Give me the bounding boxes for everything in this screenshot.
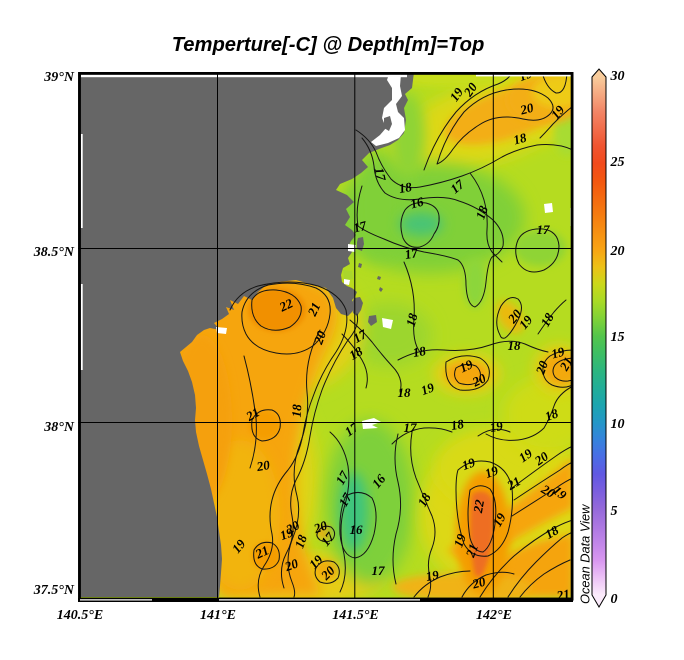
svg-text:15: 15 [611,330,625,345]
svg-text:39°N: 39°N [43,70,75,85]
svg-text:10: 10 [611,417,625,432]
svg-text:19: 19 [550,344,567,362]
svg-text:20: 20 [532,358,551,377]
svg-text:20: 20 [255,457,272,474]
svg-text:20: 20 [470,574,488,592]
svg-text:17: 17 [372,563,386,578]
svg-text:141°E: 141°E [200,608,236,623]
svg-text:18: 18 [508,338,522,353]
svg-text:19: 19 [278,524,296,543]
svg-text:19: 19 [419,379,437,398]
svg-text:0: 0 [611,592,618,607]
svg-text:21: 21 [252,542,271,562]
svg-text:19: 19 [451,531,470,549]
svg-text:18: 18 [412,343,428,360]
svg-text:19: 19 [483,462,501,481]
svg-text:38.5°N: 38.5°N [33,245,75,260]
svg-text:17: 17 [352,218,369,236]
svg-text:16: 16 [350,522,364,537]
svg-text:21: 21 [304,300,324,319]
svg-text:141.5°E: 141.5°E [332,608,378,623]
svg-text:18: 18 [450,416,466,433]
svg-text:Ocean Data View: Ocean Data View [578,504,593,604]
svg-text:21: 21 [462,542,481,560]
svg-text:18: 18 [543,405,561,424]
svg-text:21: 21 [243,404,263,424]
svg-text:18: 18 [292,532,311,550]
svg-text:5: 5 [611,504,618,519]
svg-text:18: 18 [512,130,529,148]
svg-text:Temperture[-C] @ Depth[m]=Top: Temperture[-C] @ Depth[m]=Top [172,34,485,56]
svg-text:17: 17 [404,245,420,262]
svg-text:140.5°E: 140.5°E [57,608,103,623]
svg-text:20: 20 [310,328,329,347]
svg-text:37.5°N: 37.5°N [33,583,75,598]
svg-text:20: 20 [311,517,330,536]
svg-text:18: 18 [398,179,414,196]
svg-text:17: 17 [537,222,551,237]
svg-text:142°E: 142°E [476,608,512,623]
svg-text:25: 25 [610,155,625,170]
svg-text:16: 16 [409,194,426,212]
svg-text:22: 22 [470,498,487,515]
svg-text:19: 19 [425,567,441,584]
svg-text:30: 30 [610,69,625,84]
svg-text:21: 21 [555,586,571,603]
svg-text:18: 18 [403,311,421,328]
svg-text:38°N: 38°N [43,420,75,435]
svg-text:18: 18 [289,403,305,417]
svg-text:20: 20 [469,370,488,390]
svg-text:22: 22 [276,295,295,315]
svg-text:19: 19 [460,454,478,473]
svg-text:18: 18 [398,385,412,400]
svg-text:20: 20 [282,555,301,574]
svg-text:19: 19 [457,356,476,375]
svg-text:21: 21 [504,473,524,493]
svg-text:20: 20 [518,100,536,118]
svg-text:17: 17 [404,420,418,435]
svg-text:18: 18 [473,203,492,221]
svg-text:17: 17 [372,166,389,182]
svg-text:20: 20 [610,244,625,259]
